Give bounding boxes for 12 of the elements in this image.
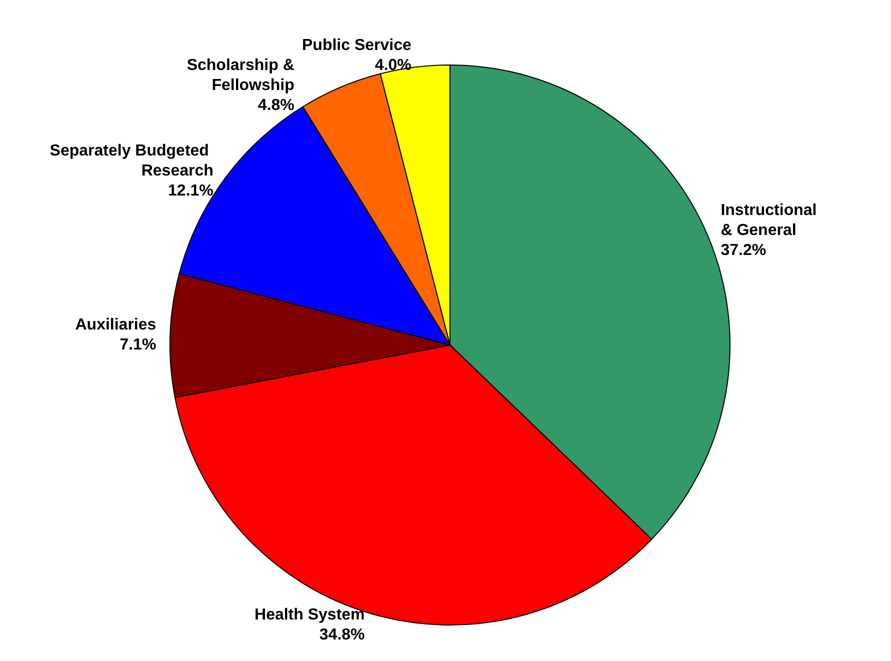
- slice-label: Auxiliaries: [75, 316, 156, 334]
- slice-label: Scholarship & Fellowship: [186, 56, 295, 94]
- data-label: 37.2%: [720, 242, 766, 260]
- data-label: 4.8%: [258, 96, 294, 114]
- data-label: 12.1%: [168, 182, 214, 200]
- data-label: 7.1%: [120, 336, 156, 354]
- slice-label: Instructional & General: [720, 202, 822, 240]
- data-label: 4.0%: [374, 56, 412, 74]
- slice-label: Public Service: [302, 36, 412, 54]
- slice-label: Separately Budgeted Research: [50, 142, 214, 180]
- slice-label: Health System: [254, 606, 365, 624]
- data-label: 34.8%: [319, 626, 365, 644]
